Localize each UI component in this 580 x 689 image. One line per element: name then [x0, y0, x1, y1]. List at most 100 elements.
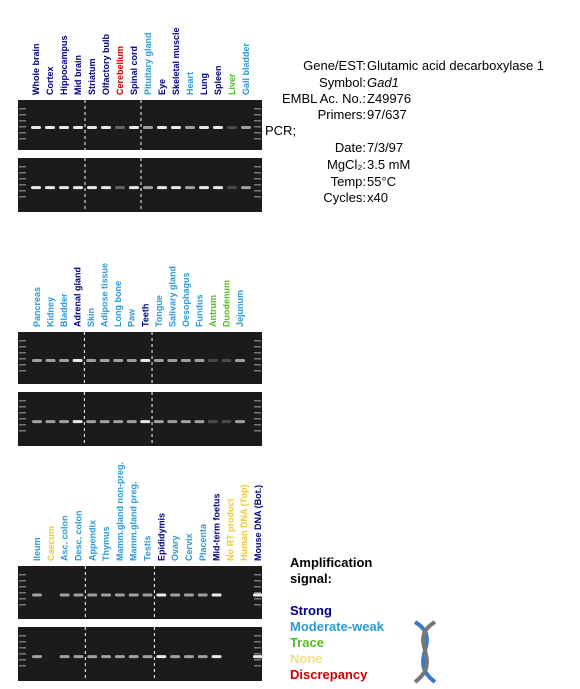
- band: [185, 126, 195, 129]
- ladder: [19, 120, 26, 122]
- band: [59, 186, 69, 190]
- lane-label: Cervix: [184, 533, 194, 561]
- ladder: [19, 358, 26, 360]
- lane-label: Mamm.gland non-preg.: [115, 462, 125, 561]
- ladder: [19, 635, 26, 637]
- ladder: [19, 592, 26, 594]
- band: [101, 593, 112, 597]
- ladder: [19, 346, 26, 348]
- ladder: [19, 647, 26, 649]
- band: [115, 126, 125, 129]
- info-value: x40: [367, 190, 388, 205]
- band: [221, 359, 232, 363]
- band: [207, 359, 218, 363]
- band: [170, 655, 181, 659]
- band: [59, 126, 69, 129]
- band: [87, 126, 97, 129]
- ladder: [19, 659, 26, 661]
- lane-label: Human DNA (Top): [239, 485, 249, 562]
- lane-label: Adrenal gland: [73, 267, 83, 327]
- gel: [18, 158, 262, 212]
- lane-label: Desc. colon: [73, 510, 83, 561]
- lane-label: Whole brain: [31, 44, 41, 96]
- band: [114, 655, 125, 659]
- band: [167, 359, 178, 363]
- band: [101, 126, 111, 129]
- band: [241, 126, 251, 129]
- ladder: [254, 126, 261, 128]
- band: [156, 593, 167, 597]
- lane-label: Antrum: [208, 295, 218, 327]
- ladder: [254, 574, 261, 576]
- band: [153, 359, 164, 363]
- ladder: [254, 430, 261, 432]
- ladder: [19, 196, 26, 198]
- lane-label: Pancreas: [32, 287, 42, 327]
- band: [235, 420, 245, 424]
- ladder: [19, 586, 26, 588]
- lane-label: Duodenum: [221, 280, 231, 327]
- ladder: [254, 196, 261, 198]
- info-value: 3.5 mM: [367, 157, 410, 172]
- ladder: [254, 598, 261, 600]
- band: [213, 186, 223, 190]
- band: [87, 655, 98, 659]
- band: [113, 420, 124, 424]
- ladder: [254, 166, 261, 168]
- ladder: [254, 418, 261, 420]
- lane-label: Bladder: [59, 293, 69, 327]
- gel: [18, 627, 262, 681]
- lane-label: Cortex: [45, 66, 55, 95]
- ladder: [254, 641, 261, 643]
- lane-label: Mid brain: [73, 55, 83, 95]
- lane-label: Caecum: [46, 526, 56, 561]
- ladder: [19, 340, 26, 342]
- ladder: [254, 424, 261, 426]
- band: [143, 186, 153, 190]
- ladder: [19, 430, 26, 432]
- ladder: [254, 138, 261, 140]
- legend-item: Moderate-weak: [290, 619, 385, 634]
- band: [129, 126, 139, 129]
- legend-title: signal:: [290, 571, 332, 586]
- band: [86, 359, 97, 363]
- lane-label: Spleen: [213, 65, 223, 95]
- band: [87, 186, 97, 190]
- band: [86, 420, 97, 424]
- band: [207, 420, 218, 424]
- ladder: [19, 418, 26, 420]
- lane-label: Oesophagus: [181, 272, 191, 327]
- ladder: [254, 653, 261, 655]
- info-label: Temp:: [331, 174, 366, 189]
- band: [140, 359, 151, 363]
- band: [183, 655, 194, 659]
- band: [31, 186, 41, 190]
- info-label: Cycles:: [323, 190, 366, 205]
- band: [72, 420, 83, 424]
- dna-icon: [413, 620, 437, 684]
- band: [157, 126, 167, 129]
- band: [197, 655, 208, 659]
- info-value: 97/637: [367, 107, 407, 122]
- info-value: Z49976: [367, 91, 411, 106]
- ladder: [254, 358, 261, 360]
- lane-label: Epididymis: [156, 513, 166, 561]
- band: [72, 359, 83, 363]
- ladder: [254, 114, 261, 116]
- band: [73, 126, 83, 129]
- lane-label: Hippocampus: [59, 35, 69, 95]
- ladder: [19, 108, 26, 110]
- lane-label: Tongue: [154, 295, 164, 327]
- ladder: [254, 178, 261, 180]
- lane-label: Ileum: [32, 537, 42, 561]
- lane-label: Thymus: [101, 526, 111, 561]
- ladder: [254, 592, 261, 594]
- ladder: [19, 190, 26, 192]
- ladder: [254, 665, 261, 667]
- band: [59, 359, 70, 363]
- lane-label: Paw: [127, 308, 137, 327]
- band: [143, 126, 153, 129]
- lane-label: Striatum: [87, 58, 97, 95]
- info-label: Primers:: [318, 107, 366, 122]
- band: [211, 655, 222, 659]
